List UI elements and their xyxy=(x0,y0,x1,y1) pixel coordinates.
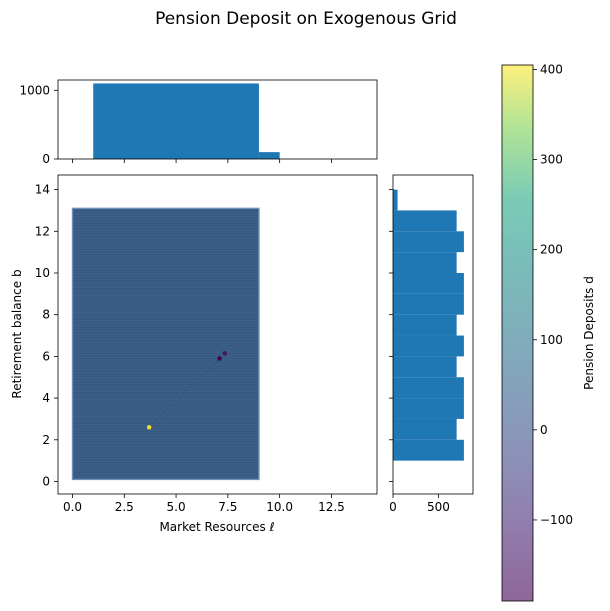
scatter-trail-point xyxy=(186,389,188,392)
right-histogram-bar xyxy=(393,293,464,315)
x-tick-label: 12.5 xyxy=(318,500,345,514)
colorbar-tick-label: 100 xyxy=(540,333,563,347)
colorbar-tick-label: 400 xyxy=(540,63,563,77)
top-histogram-bar xyxy=(258,152,280,159)
top-histogram: 0 1000 xyxy=(19,79,378,166)
scatter-trail-point xyxy=(189,385,192,388)
colorbar-tick-label: 0 xyxy=(540,423,548,437)
scatter-trail-point xyxy=(159,415,162,418)
right-histogram-bar xyxy=(393,252,457,273)
y-tick-label: 10 xyxy=(35,266,50,280)
scatter-trail-point xyxy=(152,422,154,425)
top-y-tick-label: 0 xyxy=(42,152,50,166)
y-tick-label: 6 xyxy=(42,349,50,363)
scatter-highlight-point xyxy=(146,425,152,430)
scatter-trail-point xyxy=(197,378,200,381)
scatter-trail-point xyxy=(208,367,211,369)
right-histogram-bar xyxy=(393,418,457,440)
right-x-tick-label: 0 xyxy=(389,500,397,514)
right-histogram-ticks: 0 500 xyxy=(389,494,450,514)
scatter-trail-point xyxy=(155,418,158,421)
top-histogram-bars xyxy=(93,83,280,159)
scatter-grid-edge xyxy=(71,207,260,481)
scatter-highlight-point xyxy=(217,356,222,361)
top-histogram-frame xyxy=(57,79,378,160)
scatter-trail-point xyxy=(182,393,185,395)
scatter-trail-point xyxy=(174,400,177,403)
scatter-trail-point xyxy=(204,370,207,373)
colorbar-tick-label: −100 xyxy=(540,513,573,527)
colorbar-frame xyxy=(501,64,534,602)
right-histogram-bar xyxy=(393,210,457,232)
right-histogram-bar xyxy=(393,356,457,378)
x-tick-label: 2.5 xyxy=(115,500,134,514)
main-scatter-plot: 0.0 2.5 5.0 7.5 10.0 12.5 0 2 4 6 8 10 12 14 Market … xyxy=(10,174,393,534)
scatter-trail-point xyxy=(212,363,215,366)
y-tick-label: 14 xyxy=(35,183,50,197)
main-x-axis-label: Market Resources ℓ xyxy=(159,520,274,534)
right-histogram-bars xyxy=(393,189,464,461)
scatter-trail-point xyxy=(163,411,166,414)
top-histogram-ticks: 0 1000 xyxy=(19,83,332,166)
y-tick-label: 0 xyxy=(42,474,50,488)
right-histogram-frame xyxy=(392,174,474,495)
scatter-trail-point xyxy=(216,359,219,362)
scatter-trail-point xyxy=(178,396,181,399)
y-tick-label: 12 xyxy=(35,224,50,238)
right-histogram-bar xyxy=(393,272,464,294)
top-histogram-bar xyxy=(93,83,259,159)
y-tick-label: 2 xyxy=(42,433,50,447)
scatter-trail-point xyxy=(170,404,173,406)
colorbar-tick-label: 300 xyxy=(540,153,563,167)
right-histogram: 0 500 xyxy=(389,174,474,514)
right-histogram-bar xyxy=(393,398,464,419)
right-histogram-bar xyxy=(393,314,457,336)
main-y-ticks: 0 2 4 6 8 10 12 14 xyxy=(35,183,393,488)
right-histogram-bar xyxy=(393,189,398,211)
colorbar-tick-label: 200 xyxy=(540,243,563,257)
scatter-highlight-point xyxy=(222,351,227,356)
scatter-grid-region xyxy=(72,208,259,480)
y-tick-label: 4 xyxy=(42,391,50,405)
main-scatter-marks xyxy=(71,207,260,481)
right-x-tick-label: 500 xyxy=(427,500,450,514)
colorbar-gradient xyxy=(502,65,533,601)
x-tick-label: 5.0 xyxy=(167,500,186,514)
right-histogram-bar xyxy=(393,231,464,253)
main-x-ticks: 0.0 2.5 5.0 7.5 10.0 12.5 xyxy=(63,494,345,514)
figure-title: Pension Deposit on Exogenous Grid xyxy=(155,9,457,29)
scatter-trail-point xyxy=(193,381,196,384)
colorbar-label: Pension Deposits d xyxy=(582,276,596,390)
y-tick-label: 8 xyxy=(42,308,50,322)
colorbar: −100 0 100 200 300 400 Pension Deposits d xyxy=(501,63,596,602)
main-y-axis-label: Retirement balance b xyxy=(10,269,24,398)
colorbar-ticks: −100 0 100 200 300 400 xyxy=(533,63,573,527)
right-histogram-bar xyxy=(393,439,464,461)
right-histogram-bar xyxy=(393,377,464,399)
main-plot-frame xyxy=(57,174,378,495)
scatter-trail-point xyxy=(167,407,169,410)
right-histogram-bar xyxy=(393,335,464,357)
x-tick-label: 0.0 xyxy=(63,500,82,514)
top-y-tick-label: 1000 xyxy=(19,83,50,97)
x-tick-label: 10.0 xyxy=(266,500,293,514)
x-tick-label: 7.5 xyxy=(218,500,237,514)
scatter-trail-point xyxy=(201,374,203,377)
